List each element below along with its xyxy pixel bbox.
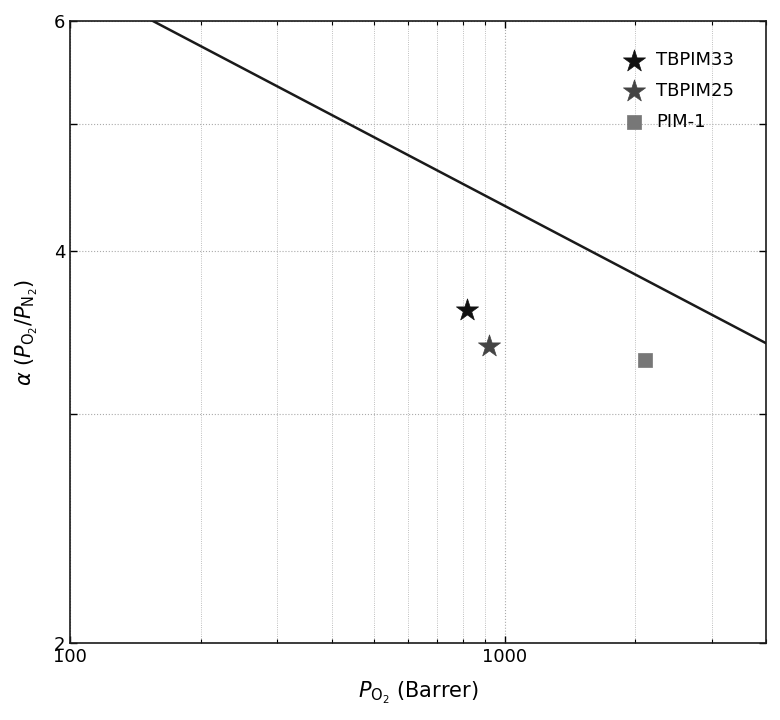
X-axis label: $\mathit{P}_{\mathrm{O_2}}$ (Barrer): $\mathit{P}_{\mathrm{O_2}}$ (Barrer) [358, 680, 478, 706]
TBPIM25 [483, 341, 495, 352]
TBPIM33 [461, 305, 473, 316]
Legend: TBPIM33, TBPIM25, PIM-1: TBPIM33, TBPIM25, PIM-1 [615, 42, 743, 140]
Y-axis label: $\alpha$ ($\mathit{P}_{\mathrm{O_2}}$/$\mathit{P}_{\mathrm{N_2}}$): $\alpha$ ($\mathit{P}_{\mathrm{O_2}}$/$\… [14, 279, 40, 385]
PIM-1 [638, 354, 651, 365]
